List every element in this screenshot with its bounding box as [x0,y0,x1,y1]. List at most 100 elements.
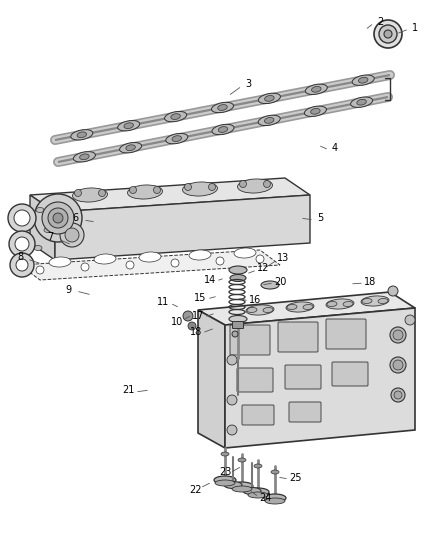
Text: 22: 22 [189,485,201,495]
Polygon shape [55,195,310,260]
Circle shape [393,360,403,370]
Circle shape [53,213,63,223]
Ellipse shape [261,281,279,289]
Text: 23: 23 [219,467,231,477]
Ellipse shape [166,133,188,144]
Ellipse shape [94,254,116,264]
Ellipse shape [231,482,253,490]
Ellipse shape [237,179,272,193]
Ellipse shape [118,120,140,131]
Ellipse shape [229,316,247,322]
FancyBboxPatch shape [242,405,274,425]
Circle shape [264,181,271,188]
Ellipse shape [218,127,228,132]
Circle shape [14,210,30,226]
Circle shape [81,263,89,271]
Circle shape [65,228,79,242]
Circle shape [74,190,81,197]
Ellipse shape [287,304,297,310]
Ellipse shape [139,252,161,262]
Ellipse shape [247,488,269,496]
Text: 20: 20 [274,277,286,287]
Ellipse shape [221,452,229,456]
Circle shape [227,355,237,365]
Ellipse shape [358,77,368,83]
Text: 17: 17 [192,311,204,321]
Circle shape [390,357,406,373]
Text: 10: 10 [171,317,183,327]
Circle shape [394,391,402,399]
Circle shape [390,327,406,343]
Ellipse shape [218,104,227,110]
Text: 25: 25 [289,473,301,483]
Circle shape [391,388,405,402]
Circle shape [48,208,68,228]
Circle shape [10,253,34,277]
Text: 15: 15 [194,293,206,303]
Text: 11: 11 [157,297,169,307]
Ellipse shape [286,302,314,312]
FancyBboxPatch shape [233,321,244,328]
Text: 8: 8 [17,252,23,262]
Circle shape [188,322,196,330]
Circle shape [184,183,191,190]
Circle shape [15,237,29,251]
Polygon shape [30,178,310,212]
Ellipse shape [34,246,42,251]
Circle shape [130,187,137,193]
Ellipse shape [229,266,247,274]
Ellipse shape [258,93,280,103]
Circle shape [126,261,134,269]
Ellipse shape [77,132,87,138]
Text: 12: 12 [257,263,269,273]
FancyBboxPatch shape [237,368,273,392]
Ellipse shape [265,117,274,123]
Text: 9: 9 [65,285,71,295]
Ellipse shape [357,99,366,105]
Circle shape [216,257,224,265]
Text: 14: 14 [204,275,216,285]
Ellipse shape [247,308,257,312]
Ellipse shape [304,106,326,117]
Ellipse shape [212,124,234,135]
Ellipse shape [172,136,181,141]
Ellipse shape [265,498,285,504]
Ellipse shape [303,304,313,310]
Text: 5: 5 [317,213,323,223]
Ellipse shape [238,458,246,462]
Circle shape [240,181,247,188]
Ellipse shape [350,97,373,107]
Ellipse shape [378,298,388,303]
Ellipse shape [71,130,93,140]
Text: 16: 16 [249,295,261,305]
Ellipse shape [311,108,320,114]
Circle shape [99,190,106,197]
Circle shape [9,231,35,257]
Ellipse shape [264,494,286,502]
FancyBboxPatch shape [278,322,318,352]
Circle shape [8,204,36,232]
Ellipse shape [171,114,180,119]
Polygon shape [225,308,415,448]
Text: 3: 3 [245,79,251,89]
Ellipse shape [254,464,262,468]
Circle shape [16,259,28,271]
Ellipse shape [265,95,274,101]
Ellipse shape [263,308,273,312]
Ellipse shape [189,250,211,260]
FancyBboxPatch shape [326,319,366,349]
Ellipse shape [232,486,252,492]
Ellipse shape [80,154,89,160]
FancyBboxPatch shape [230,325,270,355]
Circle shape [36,266,44,274]
Ellipse shape [311,86,321,92]
Circle shape [388,286,398,296]
Ellipse shape [248,492,268,498]
Circle shape [42,202,74,234]
Circle shape [379,25,397,43]
Ellipse shape [326,299,354,309]
Ellipse shape [44,228,52,232]
Ellipse shape [352,75,374,85]
Circle shape [153,187,160,193]
Text: 21: 21 [122,385,134,395]
